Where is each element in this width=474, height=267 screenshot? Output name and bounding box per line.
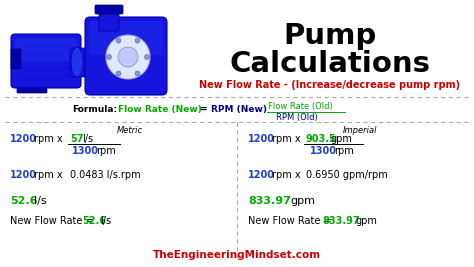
FancyBboxPatch shape: [11, 49, 21, 69]
Circle shape: [116, 38, 121, 43]
Text: l/s: l/s: [100, 216, 111, 226]
Text: 0.0483 l/s.rpm: 0.0483 l/s.rpm: [70, 170, 141, 180]
Text: rpm x: rpm x: [34, 134, 63, 144]
Text: rpm x: rpm x: [272, 170, 301, 180]
Text: 1300: 1300: [72, 146, 99, 156]
Circle shape: [116, 71, 121, 76]
FancyBboxPatch shape: [85, 17, 167, 95]
Text: gpm: gpm: [356, 216, 378, 226]
Circle shape: [135, 38, 140, 43]
FancyBboxPatch shape: [89, 21, 163, 55]
Text: Imperial: Imperial: [343, 126, 377, 135]
Text: rpm x: rpm x: [34, 170, 63, 180]
Text: 1200: 1200: [10, 134, 37, 144]
Text: gpm: gpm: [331, 134, 353, 144]
Circle shape: [107, 54, 111, 60]
Text: RPM (Old): RPM (Old): [276, 113, 318, 122]
Text: 1200: 1200: [248, 134, 275, 144]
Circle shape: [106, 35, 150, 79]
Text: New Flow Rate - (Increase/decrease pump rpm): New Flow Rate - (Increase/decrease pump …: [200, 80, 461, 90]
Text: Metric: Metric: [117, 126, 143, 135]
Text: 0.6950 gpm/rpm: 0.6950 gpm/rpm: [306, 170, 388, 180]
Text: 1300: 1300: [310, 146, 337, 156]
Text: l/s: l/s: [34, 196, 46, 206]
Ellipse shape: [71, 47, 83, 77]
Text: 52.6: 52.6: [10, 196, 37, 206]
Text: RPM (New): RPM (New): [211, 105, 267, 114]
Text: rpm: rpm: [334, 146, 354, 156]
FancyBboxPatch shape: [95, 5, 123, 14]
Text: gpm: gpm: [290, 196, 315, 206]
Circle shape: [135, 71, 140, 76]
FancyBboxPatch shape: [70, 48, 99, 77]
FancyBboxPatch shape: [15, 38, 77, 62]
Text: New Flow Rate =: New Flow Rate =: [10, 216, 97, 226]
Text: Flow Rate (Old): Flow Rate (Old): [268, 102, 333, 111]
FancyBboxPatch shape: [99, 7, 119, 31]
Circle shape: [118, 47, 138, 67]
Text: TheEngineeringMindset.com: TheEngineeringMindset.com: [153, 250, 321, 260]
Text: 833.97: 833.97: [248, 196, 291, 206]
FancyBboxPatch shape: [17, 81, 47, 93]
Text: 903.5: 903.5: [306, 134, 337, 144]
Text: rpm: rpm: [96, 146, 116, 156]
Text: New Flow Rate =: New Flow Rate =: [248, 216, 335, 226]
Text: Flow Rate (New): Flow Rate (New): [118, 105, 202, 114]
Text: 833.97: 833.97: [322, 216, 360, 226]
Circle shape: [145, 54, 149, 60]
FancyBboxPatch shape: [11, 34, 81, 88]
Text: Calculations: Calculations: [229, 50, 430, 78]
Text: 57: 57: [70, 134, 83, 144]
Text: rpm x: rpm x: [272, 134, 301, 144]
Text: Pump: Pump: [283, 22, 377, 50]
Text: 1200: 1200: [248, 170, 275, 180]
Text: l/s: l/s: [82, 134, 93, 144]
Text: 1200: 1200: [10, 170, 37, 180]
Text: Formula:: Formula:: [72, 105, 117, 114]
Text: =: =: [200, 105, 208, 114]
Text: 52.6: 52.6: [82, 216, 106, 226]
FancyBboxPatch shape: [104, 81, 134, 93]
